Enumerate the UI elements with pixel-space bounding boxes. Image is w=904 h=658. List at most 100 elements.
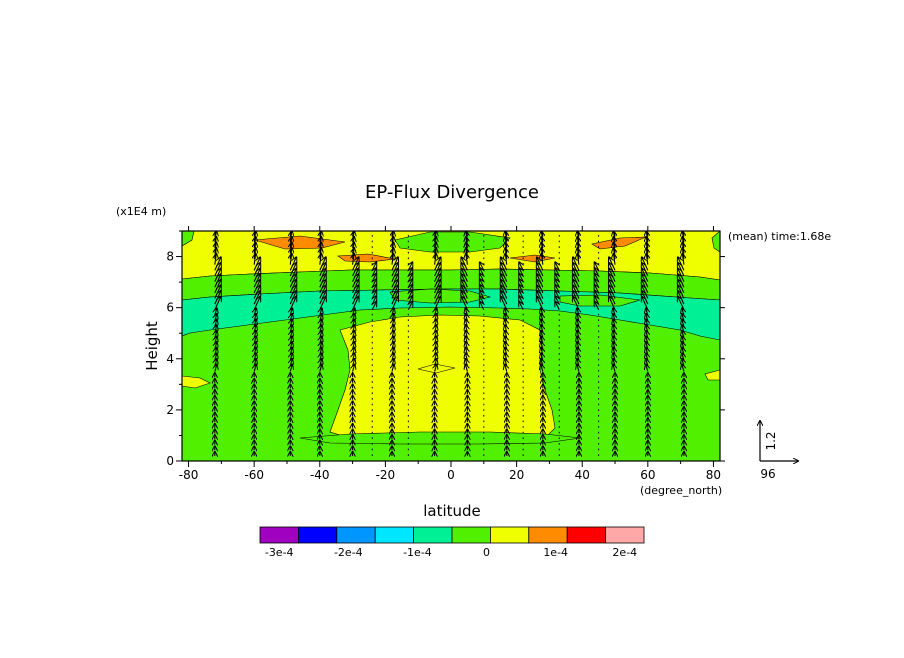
flux-arrow: [646, 237, 648, 248]
flux-arrow: [435, 237, 437, 248]
colorbar-swatch-rect: [566, 526, 607, 544]
flux-arrow: [289, 285, 296, 299]
flux-arrow: [646, 320, 648, 327]
flux-arrow: [290, 242, 292, 254]
contour-patch-green-top: [394, 231, 511, 253]
flux-arrow: [320, 336, 322, 344]
contour-patch-green-right-edge: [711, 231, 720, 253]
flux-arrow: [506, 231, 507, 232]
flux-arrow: [254, 254, 256, 265]
flux-arrow: [577, 331, 579, 338]
flux-arrow: [254, 359, 256, 367]
flux-arrow: [353, 248, 355, 260]
flux-arrow: [678, 263, 685, 277]
flux-arrow: [642, 263, 649, 277]
flux-arrow: [392, 308, 394, 316]
flux-arrow: [642, 291, 649, 305]
flux-arrow: [290, 348, 292, 355]
x-tick-8: 80: [706, 226, 721, 482]
colorbar-swatch-0: [259, 526, 299, 544]
flux-arrow: [541, 336, 543, 344]
flux-arrow: [254, 314, 256, 322]
flux-arrow: [215, 320, 217, 327]
flux-arrow: [435, 254, 437, 265]
flux-arrow: [214, 297, 221, 310]
flux-arrow: [541, 365, 543, 372]
flux-arrow: [435, 365, 437, 372]
colorbar-swatch-rect: [451, 526, 491, 544]
flux-arrow: [353, 342, 355, 350]
x-tick-3: -20: [376, 226, 395, 482]
flux-arrow: [461, 280, 468, 294]
y-tick-1: 2: [166, 403, 725, 417]
flux-arrow: [480, 296, 484, 305]
y-tick-label: 6: [166, 301, 174, 315]
flux-arrow: [537, 285, 544, 299]
flux-arrow: [609, 280, 616, 294]
colorbar-swatch-rect: [528, 526, 568, 544]
flux-arrow: [254, 248, 256, 260]
flux-arrow: [435, 308, 437, 316]
flux-arrow: [353, 348, 355, 355]
flux-arrow: [392, 248, 394, 260]
flux-arrow: [613, 342, 615, 350]
colorbar-swatch-1: [297, 526, 338, 544]
flux-arrow: [577, 248, 579, 260]
chart-title: EP-Flux Divergence: [365, 182, 539, 203]
flux-arrow: [537, 257, 544, 271]
x-tick-label: 20: [509, 468, 524, 482]
flux-arrow: [254, 348, 256, 355]
flux-arrow: [541, 237, 543, 248]
flux-arrow: [408, 285, 412, 294]
flux-arrow: [577, 320, 579, 327]
flux-arrow: [505, 342, 507, 350]
flux-arrow: [353, 314, 355, 322]
flux-arrow: [214, 269, 221, 282]
flux-arrow: [541, 231, 543, 243]
annotation-label: (mean) time:1.68e: [728, 230, 831, 243]
flux-arrow: [646, 336, 648, 344]
flux-arrow: [215, 308, 217, 316]
flux-arrow: [319, 263, 326, 277]
flux-arrow: [290, 331, 292, 338]
flux-arrow: [678, 297, 685, 310]
flux-arrow: [682, 314, 684, 322]
flux-arrow: [353, 353, 355, 361]
y-tick-label: 4: [166, 352, 174, 366]
flux-arrow: [537, 291, 544, 305]
flux-arrow: [391, 291, 398, 305]
flux-arrow: [646, 231, 648, 243]
flux-arrow: [505, 248, 507, 260]
flux-arrow: [320, 254, 322, 265]
flux-arrow: [352, 297, 359, 310]
flux-arrow: [465, 314, 467, 322]
flux-arrow: [320, 342, 322, 350]
flux-arrow: [352, 285, 359, 299]
flux-arrow: [353, 336, 355, 344]
flux-arrow: [253, 257, 260, 271]
flux-arrow: [642, 297, 649, 310]
flux-arrow: [392, 314, 394, 322]
flux-arrow: [435, 353, 437, 361]
colorbar-label: 2e-4: [612, 546, 637, 559]
flux-arrow: [392, 331, 394, 338]
flux-arrow: [253, 291, 260, 305]
flux-arrow: [646, 254, 648, 265]
flux-arrow: [541, 242, 543, 254]
flux-arrow: [501, 257, 508, 271]
flux-arrow: [435, 314, 437, 322]
flux-arrow: [595, 290, 599, 299]
flux-arrow: [289, 274, 296, 288]
flux-arrow: [682, 242, 684, 254]
flux-arrow: [215, 353, 217, 361]
flux-arrow: [609, 291, 616, 305]
y-tick-label: 0: [166, 454, 174, 468]
flux-arrow: [214, 280, 221, 294]
flux-arrow: [434, 285, 441, 299]
flux-arrow: [215, 359, 217, 367]
x-tick-4: 0: [447, 226, 455, 482]
flux-arrow: [541, 348, 543, 355]
flux-arrow: [646, 242, 648, 254]
flux-arrow: [682, 308, 684, 316]
flux-arrow: [614, 242, 616, 254]
